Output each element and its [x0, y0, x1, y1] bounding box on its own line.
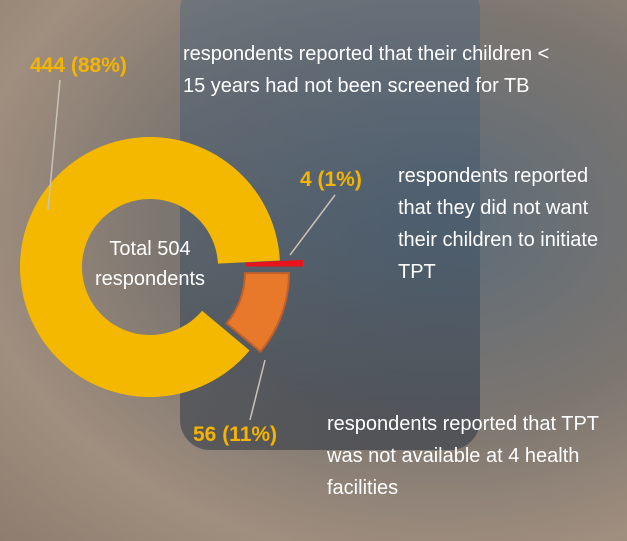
value-label: 444 (88%)	[30, 54, 127, 78]
infographic: Total 504 respondents 444 (88%) responde…	[0, 0, 627, 541]
category-label: respondents reported that their children…	[183, 38, 553, 102]
leader-line	[250, 360, 265, 420]
leader-line	[290, 195, 335, 255]
value-label: 56 (11%)	[193, 423, 277, 447]
category-label: respondents reported that they did not w…	[398, 160, 613, 288]
category-label: respondents reported that TPT was not av…	[327, 408, 622, 504]
value-label: 4 (1%)	[300, 168, 362, 192]
center-label: Total 504 respondents	[80, 234, 220, 294]
